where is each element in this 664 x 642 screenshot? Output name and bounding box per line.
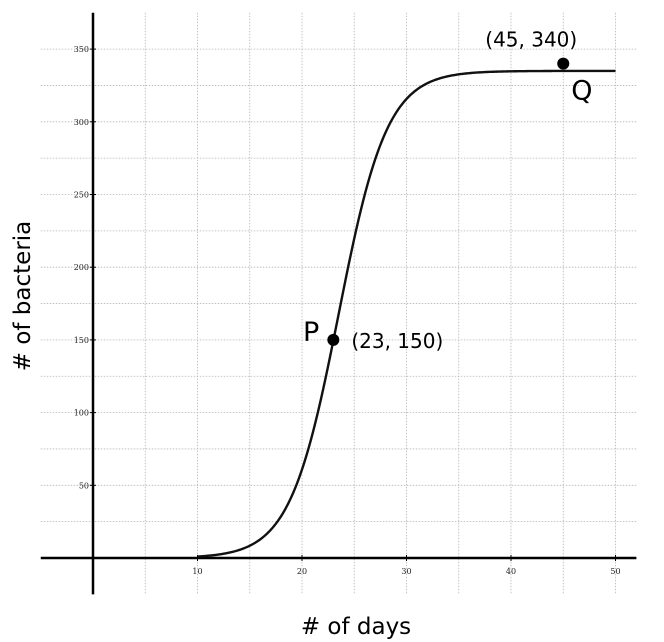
y-tick-label: 150 (74, 336, 89, 345)
growth-curve-line (197, 69, 616, 558)
grid-lines (40, 12, 637, 595)
y-tick-label: 250 (74, 191, 89, 200)
tick-labels: 10 20 30 40 50 50 100 150 200 250 300 350 (74, 45, 621, 576)
x-tick-label: 50 (610, 567, 620, 576)
y-tick-label: 350 (74, 45, 89, 54)
point-q-marker (557, 57, 570, 70)
x-axis-title: # of days (301, 614, 411, 640)
x-tick-label: 10 (192, 567, 202, 576)
y-tick-label: 300 (74, 118, 89, 127)
point-q-label: Q (571, 76, 592, 107)
x-tick-label: 40 (506, 567, 516, 576)
point-p-coordinates: (23, 150) (351, 329, 443, 353)
y-tick-label: 100 (74, 409, 89, 418)
curve-layer (197, 69, 616, 558)
axes (40, 12, 637, 595)
point-p-label: P (303, 317, 319, 348)
y-tick-label: 200 (74, 263, 89, 272)
y-axis-title: # of bacteria (10, 221, 36, 372)
points-layer: P (23, 150) Q (45, 340) (303, 28, 592, 353)
point-p-marker (327, 333, 340, 346)
point-q-coordinates: (45, 340) (485, 28, 577, 52)
x-tick-label: 30 (401, 567, 411, 576)
y-tick-label: 50 (79, 481, 89, 490)
x-tick-label: 20 (297, 567, 307, 576)
